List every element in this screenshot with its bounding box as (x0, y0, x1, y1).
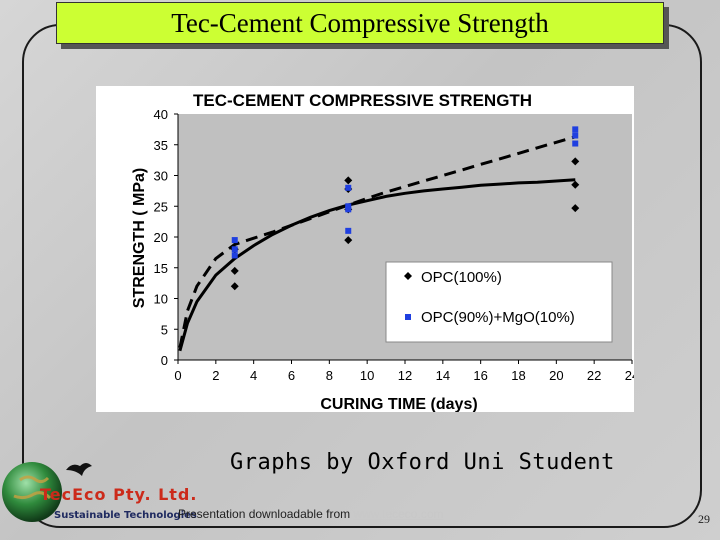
y-tick-label: 25 (154, 199, 168, 214)
x-tick-label: 6 (288, 368, 295, 383)
x-tick-label: 14 (436, 368, 450, 383)
slide-caption: Graphs by Oxford Uni Student (230, 450, 615, 475)
data-point-opc-mgo (231, 237, 238, 244)
trendlines-group (178, 135, 576, 352)
data-points-group (230, 126, 580, 291)
data-point-opc (571, 157, 580, 166)
x-tick-label: 20 (549, 368, 563, 383)
data-point-opc-mgo (231, 252, 238, 259)
data-point-opc-mgo (345, 184, 352, 191)
x-tick-label: 2 (212, 368, 219, 383)
data-point-opc (230, 282, 239, 291)
data-point-opc-mgo (572, 140, 579, 147)
legend-marker-opc (404, 272, 412, 280)
data-point-opc (344, 176, 353, 185)
y-tick-label: 30 (154, 169, 168, 184)
y-tick-label: 15 (154, 261, 168, 276)
data-point-opc (230, 266, 239, 275)
data-point-opc-mgo (345, 206, 352, 213)
y-axis-label: STRENGTH ( MPa) (131, 168, 148, 308)
data-point-opc (571, 204, 580, 213)
y-tick-label: 0 (161, 353, 168, 368)
y-tick-label: 5 (161, 322, 168, 337)
page-number: 29 (698, 512, 710, 526)
chart-title: TEC-CEMENT COMPRESSIVE STRENGTH (193, 91, 532, 110)
footer-text: Presentation downloadable from www.tecec… (178, 507, 443, 521)
data-point-opc-mgo (572, 126, 579, 133)
tececo-logo (2, 462, 92, 522)
compressive-strength-chart: TEC-CEMENT COMPRESSIVE STRENGTH STRENGTH… (131, 91, 640, 413)
bird-icon (66, 463, 92, 476)
x-tick-label: 24 (625, 368, 634, 383)
footer-link[interactable]: www.tececo.com (353, 507, 444, 521)
x-tick-label: 18 (511, 368, 525, 383)
legend-label-opc: OPC(100%) (421, 269, 502, 286)
x-tick-label: 16 (473, 368, 487, 383)
data-point-opc-mgo (345, 227, 352, 234)
footer-prefix: Presentation downloadable from (178, 507, 354, 521)
chart-container: TEC-CEMENT COMPRESSIVE STRENGTH STRENGTH… (96, 86, 640, 413)
slide-title: Tec-Cement Compressive Strength (56, 2, 664, 44)
y-tick-label: 35 (154, 138, 168, 153)
globe-icon (2, 462, 62, 522)
x-tick-label: 8 (326, 368, 333, 383)
y-tick-label: 20 (154, 230, 168, 245)
legend-label-opc-mgo: OPC(90%)+MgO(10%) (421, 309, 575, 326)
x-tick-label: 22 (587, 368, 601, 383)
data-point-opc-mgo (572, 132, 579, 139)
y-tick-label: 40 (154, 107, 168, 122)
x-tick-label: 12 (398, 368, 412, 383)
company-name: TecEco Pty. Ltd. (40, 485, 198, 504)
data-point-opc (344, 236, 353, 245)
trendline-series-2 (178, 135, 576, 349)
x-tick-label: 4 (250, 368, 257, 383)
data-point-opc-mgo (231, 246, 238, 253)
y-tick-label: 10 (154, 292, 168, 307)
trendline-series-1 (178, 178, 576, 352)
legend: OPC(100%) OPC(90%)+MgO(10%) (385, 261, 613, 343)
x-tick-label: 0 (174, 368, 181, 383)
x-tick-label: 10 (360, 368, 374, 383)
x-axis-label: CURING TIME (days) (320, 396, 477, 412)
legend-marker-opc-mgo (405, 314, 411, 320)
axes-group: 0246810121416182022240510152025303540 (154, 107, 640, 383)
company-tagline: Sustainable Technologies (54, 510, 197, 521)
data-point-opc (571, 180, 580, 189)
data-point-opc-mgo (345, 203, 352, 210)
legend-box (385, 261, 613, 343)
